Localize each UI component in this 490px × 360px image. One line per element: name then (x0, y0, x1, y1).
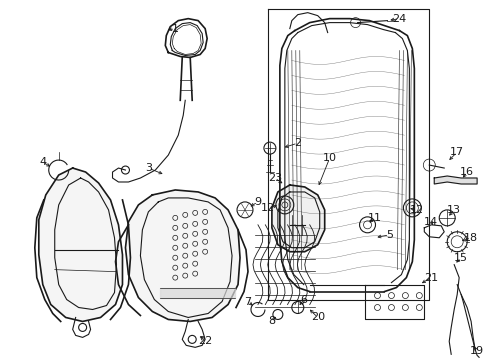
Text: 23: 23 (268, 173, 282, 183)
Text: 15: 15 (454, 253, 468, 263)
Text: 8: 8 (269, 316, 275, 327)
Polygon shape (39, 168, 122, 321)
Text: 16: 16 (460, 167, 474, 177)
Text: 3: 3 (145, 163, 152, 173)
Polygon shape (434, 176, 477, 184)
Text: 5: 5 (386, 230, 393, 240)
Text: 20: 20 (311, 312, 325, 323)
Text: 22: 22 (198, 336, 212, 346)
Text: 9: 9 (254, 197, 262, 207)
Polygon shape (125, 190, 240, 321)
Text: 4: 4 (39, 157, 47, 167)
Text: 7: 7 (245, 297, 251, 306)
Text: 17: 17 (450, 147, 464, 157)
Text: 18: 18 (464, 233, 478, 243)
Text: 12: 12 (261, 203, 275, 213)
Text: 10: 10 (323, 153, 337, 163)
Text: 2: 2 (294, 138, 301, 148)
Text: 1: 1 (172, 24, 179, 33)
Text: 19: 19 (470, 346, 484, 356)
Text: 13: 13 (447, 205, 461, 215)
Text: 24: 24 (392, 14, 407, 24)
Polygon shape (272, 185, 325, 252)
Text: 21: 21 (424, 273, 439, 283)
Text: 14: 14 (424, 217, 439, 227)
Text: 6: 6 (300, 294, 307, 305)
Text: 11: 11 (368, 213, 382, 223)
Text: 12: 12 (410, 205, 424, 215)
